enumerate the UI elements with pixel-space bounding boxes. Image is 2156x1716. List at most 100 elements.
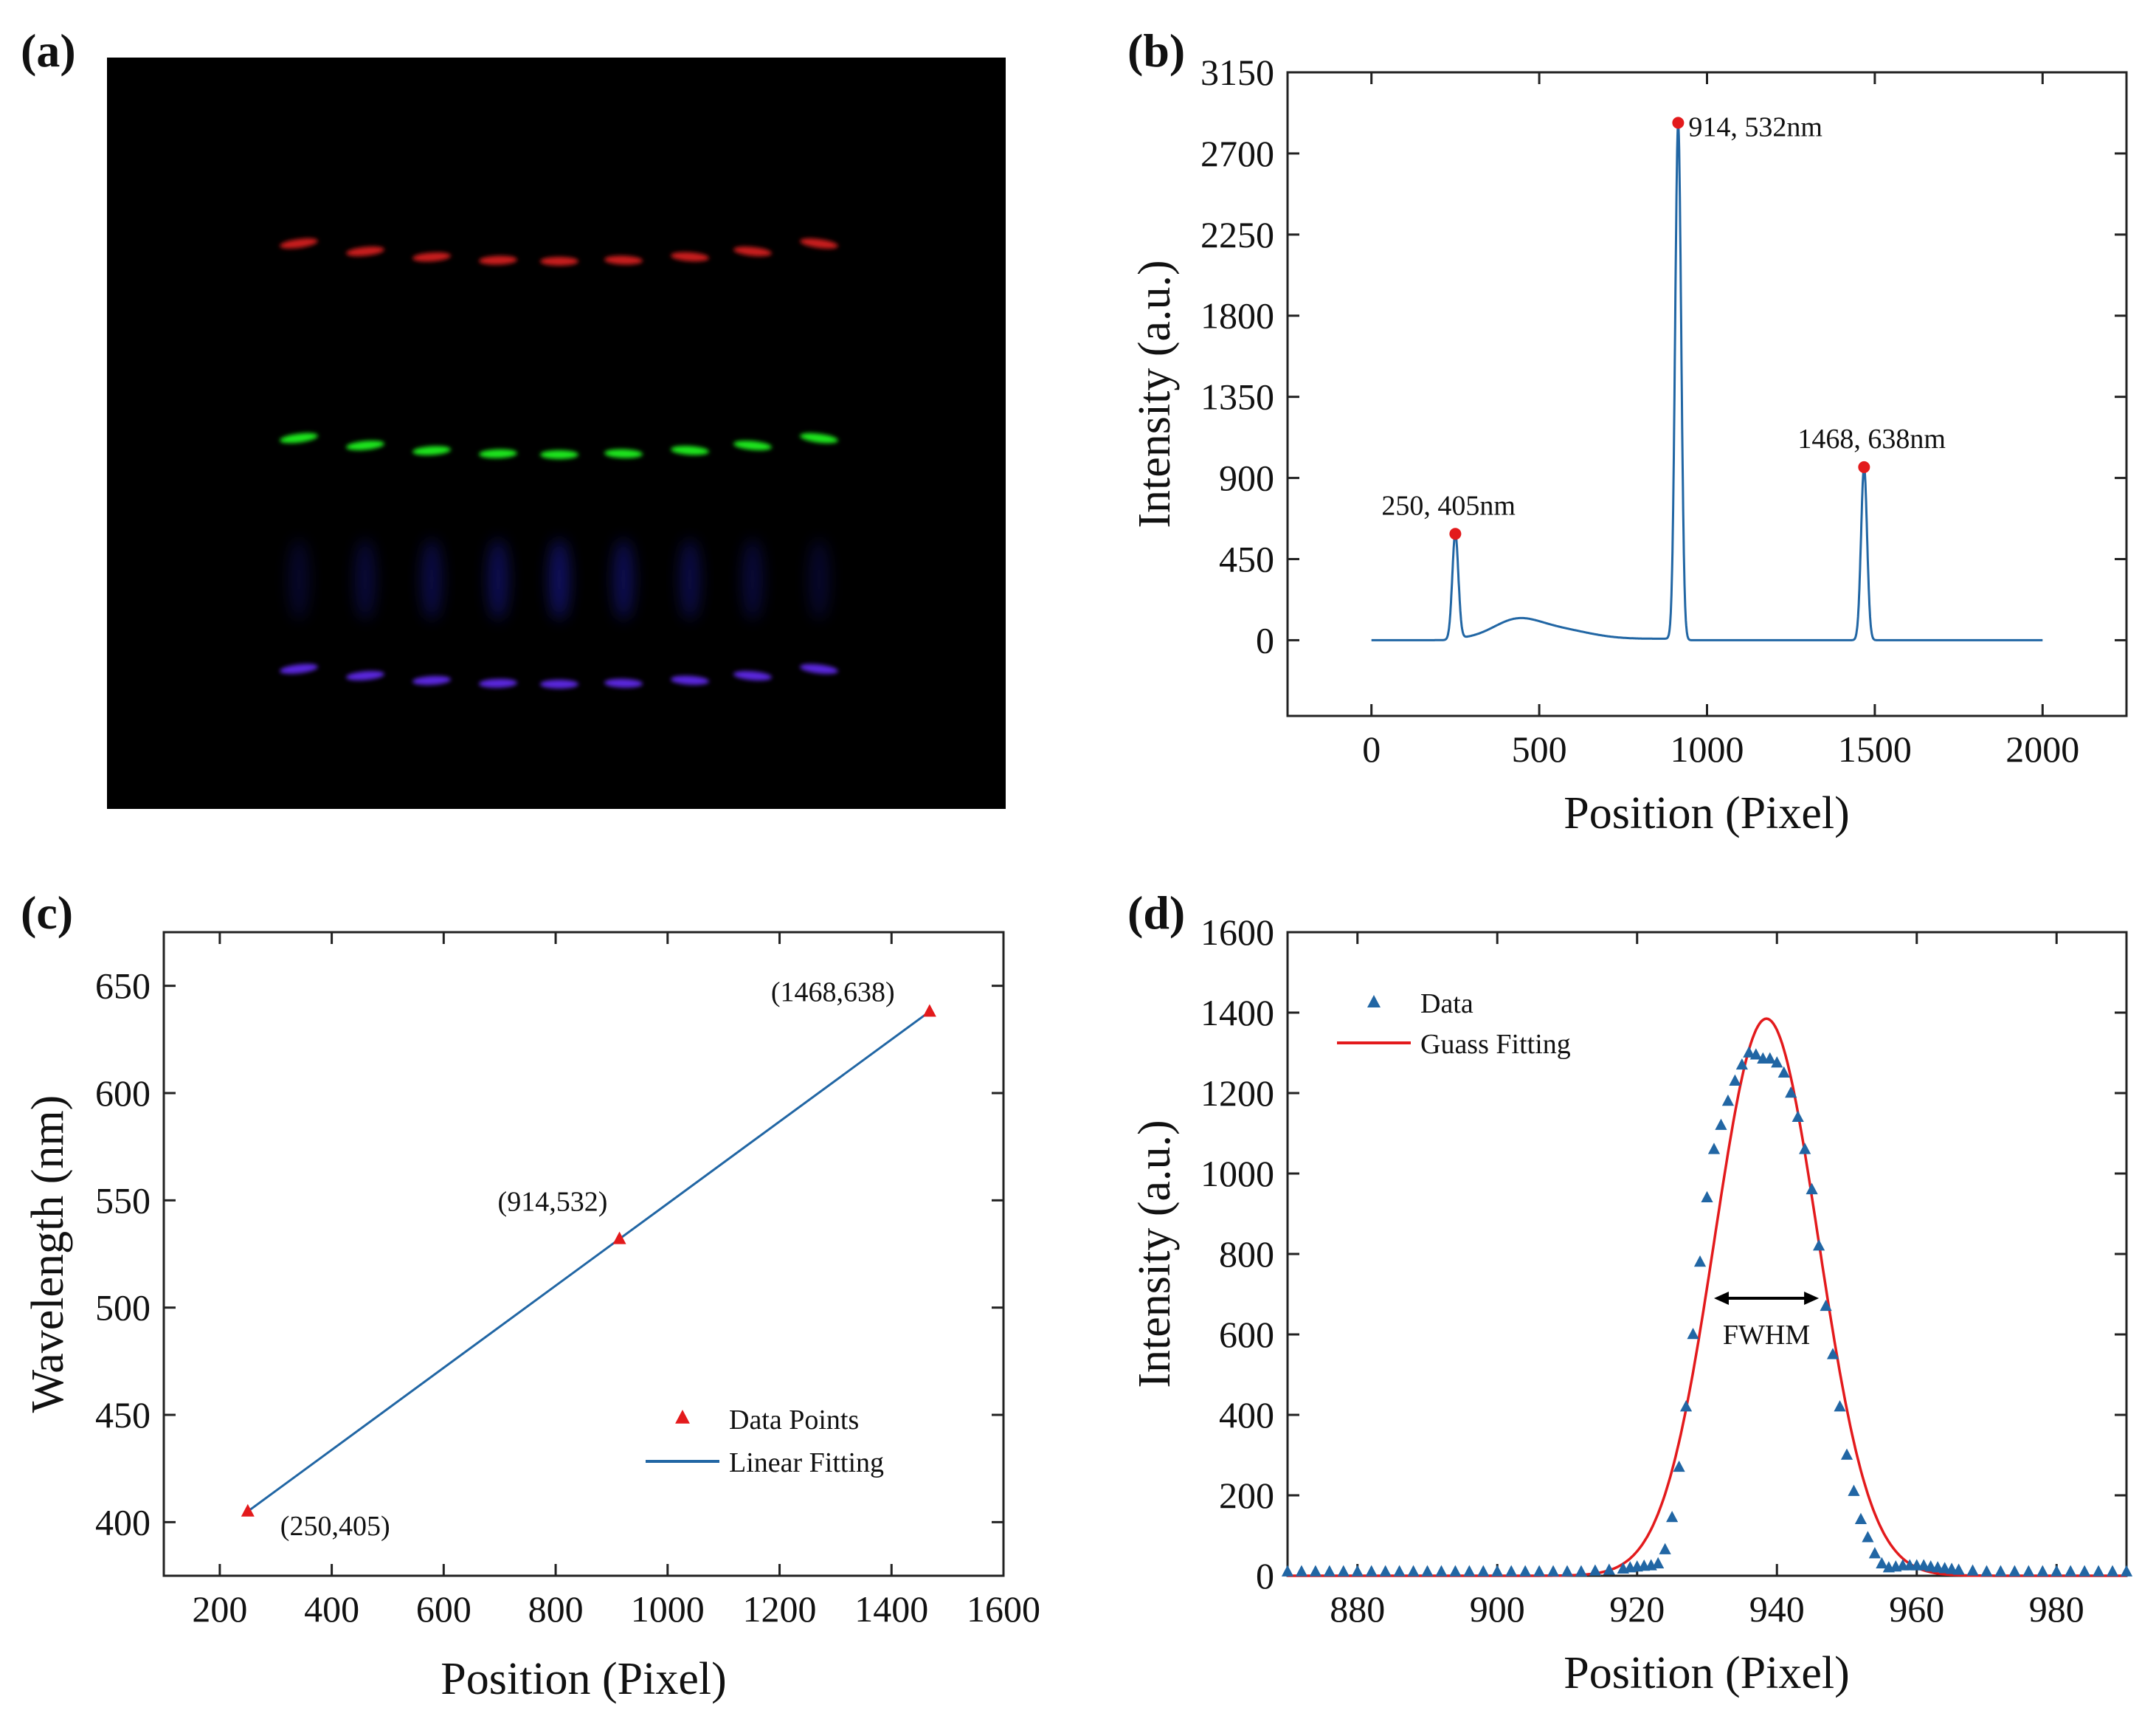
- red-band-segment: [604, 255, 643, 265]
- data-point-marker: [1792, 1110, 1804, 1122]
- y-tick-label: 1000: [1200, 1153, 1274, 1194]
- legend-marker-data: [1367, 995, 1381, 1007]
- violet-band-segment: [671, 675, 709, 685]
- blue-glow-segment: [549, 539, 570, 620]
- data-point-marker: [1868, 1547, 1881, 1559]
- y-axis-title: Intensity (a.u.): [1130, 260, 1180, 528]
- data-point-marker: [1547, 1565, 1560, 1577]
- data-point-marker: [1952, 1563, 1965, 1575]
- y-tick-label: 400: [1219, 1394, 1274, 1436]
- y-tick-label: 900: [1219, 458, 1274, 499]
- data-point-marker: [1862, 1531, 1874, 1543]
- y-tick-label: 550: [95, 1179, 151, 1221]
- data-point-marker: [1834, 1400, 1846, 1412]
- y-tick-label: 1200: [1200, 1072, 1274, 1114]
- x-tick-label: 2000: [2005, 728, 2079, 770]
- fwhm-arrow-right-head: [1804, 1291, 1820, 1305]
- green-band-segment: [346, 441, 384, 451]
- data-point-marker: [1673, 1460, 1685, 1472]
- data-point-marker: [2022, 1565, 2035, 1577]
- x-axis-title: Position (Pixel): [1564, 788, 1850, 838]
- data-point-marker: [1666, 1510, 1679, 1523]
- y-tick-label: 3150: [1200, 52, 1274, 93]
- y-tick-label: 500: [95, 1287, 151, 1329]
- violet-band-segment: [346, 671, 384, 680]
- data-point-marker: [1763, 1052, 1776, 1064]
- data-point-marker: [1463, 1565, 1476, 1577]
- data-point-marker: [1435, 1565, 1448, 1577]
- data-point-marker: [2106, 1565, 2119, 1577]
- x-tick-label: 980: [2029, 1588, 2084, 1630]
- data-point-marker: [1854, 1512, 1868, 1524]
- y-tick-label: 800: [1219, 1233, 1274, 1275]
- data-point-marker: [1994, 1565, 2007, 1577]
- blue-glow-segment: [288, 539, 309, 620]
- data-point-marker: [2120, 1565, 2133, 1577]
- y-tick-label: 600: [95, 1072, 151, 1114]
- data-point-marker: [1918, 1559, 1930, 1571]
- x-tick-label: 800: [528, 1588, 584, 1630]
- data-point-marker: [1826, 1348, 1839, 1360]
- data-point-marker: [1840, 1448, 1853, 1460]
- data-point-marker: [2050, 1565, 2063, 1577]
- linear-fit-line: [246, 1010, 930, 1513]
- x-tick-label: 1500: [1838, 728, 1912, 770]
- y-tick-label: 1600: [1200, 912, 1274, 953]
- data-point-marker: [1652, 1557, 1665, 1568]
- data-point-marker: [1281, 1565, 1294, 1577]
- y-tick-label: 1350: [1200, 376, 1274, 418]
- green-band-segment: [733, 441, 772, 451]
- data-point-marker: [1687, 1328, 1699, 1340]
- green-band-segment: [604, 449, 643, 458]
- green-band-segment: [412, 446, 451, 455]
- data-point-marker: [1505, 1565, 1518, 1577]
- red-band-segment: [280, 238, 318, 249]
- red-band-segment: [800, 238, 838, 249]
- x-tick-label: 1200: [743, 1588, 817, 1630]
- violet-band-segment: [412, 675, 451, 686]
- data-point-marker: [1679, 1400, 1693, 1412]
- blue-glow-segment: [488, 539, 508, 620]
- blue-glow-segment: [809, 539, 829, 620]
- gaussian-fit-chart: 880 900 920 940 960 980 0 200 400 600 800 1000 1200 1…: [1130, 912, 2133, 1698]
- peak-label: 250, 405nm: [1381, 490, 1516, 521]
- y-axis-title: Wavelength (nm): [23, 1095, 73, 1413]
- blue-glow-segment: [613, 539, 634, 620]
- y-tick-label: 2700: [1200, 133, 1274, 174]
- violet-band-segment: [604, 678, 643, 688]
- data-point-marker: [612, 1231, 626, 1244]
- data-point-marker: [1351, 1565, 1364, 1577]
- data-point-marker: [1980, 1565, 1993, 1577]
- data-point-marker: [1421, 1565, 1434, 1577]
- peak-marker: [1672, 117, 1685, 129]
- green-band-segment: [800, 433, 838, 444]
- y-tick-label: 0: [1256, 1555, 1274, 1596]
- legend-marker-data-points: [675, 1410, 690, 1424]
- data-point-marker: [1295, 1565, 1308, 1577]
- green-band-segment: [671, 446, 709, 455]
- data-point-marker: [1449, 1565, 1462, 1577]
- data-point-label: (1468,638): [771, 977, 895, 1008]
- data-point-marker: [1806, 1182, 1818, 1195]
- data-point-marker: [1820, 1299, 1832, 1312]
- plot-frame: [162, 931, 1005, 1577]
- data-point-label: (250,405): [280, 1511, 390, 1542]
- data-point-marker: [1693, 1255, 1707, 1267]
- legend-label-data: Data: [1420, 988, 1473, 1019]
- peak-label: 914, 532nm: [1688, 111, 1822, 142]
- data-point-marker: [1785, 1086, 1797, 1098]
- y-tick-label: 1800: [1200, 295, 1274, 337]
- data-point-marker: [1393, 1565, 1406, 1577]
- plot-frame: [1286, 71, 2128, 717]
- x-tick-label: 1000: [1670, 728, 1744, 770]
- y-tick-label: 1400: [1200, 992, 1274, 1033]
- violet-band-segment: [479, 678, 517, 688]
- fwhm-arrow-left-head: [1713, 1291, 1729, 1305]
- violet-band-segment: [280, 664, 318, 674]
- y-tick-label: 450: [95, 1394, 151, 1436]
- data-point-marker: [241, 1503, 255, 1517]
- fwhm-label: FWHM: [1723, 1320, 1810, 1351]
- data-point-marker: [1561, 1565, 1574, 1577]
- x-tick-label: 0: [1362, 728, 1381, 770]
